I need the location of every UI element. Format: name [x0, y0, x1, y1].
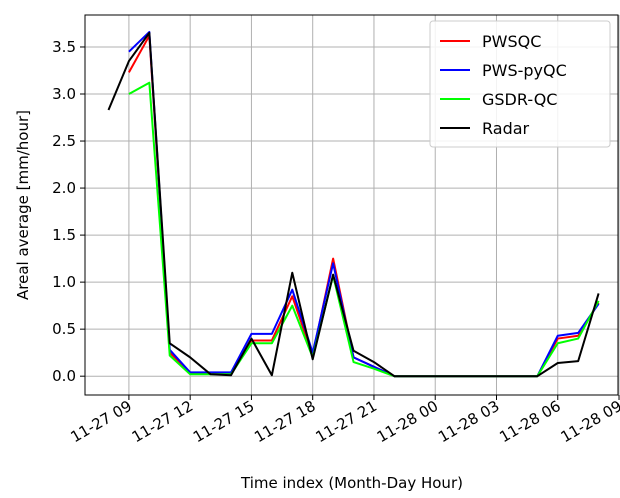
legend-box	[429, 20, 611, 148]
legend-label: PWSQC	[482, 32, 541, 51]
x-tick-label: 11-28 00	[374, 397, 441, 446]
x-tick-label: 11-28 09	[558, 397, 620, 446]
legend-label: GSDR-QC	[482, 90, 557, 109]
x-tick-label: 11-27 15	[190, 397, 257, 446]
y-tick-label: 0.0	[52, 367, 76, 385]
legend-label: PWS-pyQC	[482, 61, 567, 80]
series-line	[107, 31, 600, 378]
x-tick-label: 11-27 18	[251, 397, 318, 446]
y-tick-label: 2.5	[52, 132, 76, 150]
x-tick-label: 11-28 03	[435, 397, 502, 446]
plot-frame	[84, 14, 619, 396]
y-axis-label: Areal average [mm/hour]	[14, 110, 32, 300]
y-tick-label: 1.0	[52, 273, 76, 291]
x-tick-label: 11-27 12	[129, 397, 196, 446]
y-tick-label: 0.5	[52, 320, 76, 338]
y-tick-label: 2.0	[52, 179, 76, 197]
legend: PWSQC PWS-pyQC GSDR-QC Radar	[429, 20, 611, 148]
x-axis-label: Time index (Month-Day Hour)	[240, 474, 463, 492]
legend-label: Radar	[482, 119, 530, 138]
x-tick-label: 11-27 21	[313, 397, 380, 446]
y-tick-label: 3.5	[52, 38, 76, 56]
x-tick-label: 11-27 09	[67, 397, 134, 446]
y-tick-label: 1.5	[52, 226, 76, 244]
y-tick-label: 3.0	[52, 85, 76, 103]
x-tick-label: 11-28 06	[496, 397, 563, 446]
